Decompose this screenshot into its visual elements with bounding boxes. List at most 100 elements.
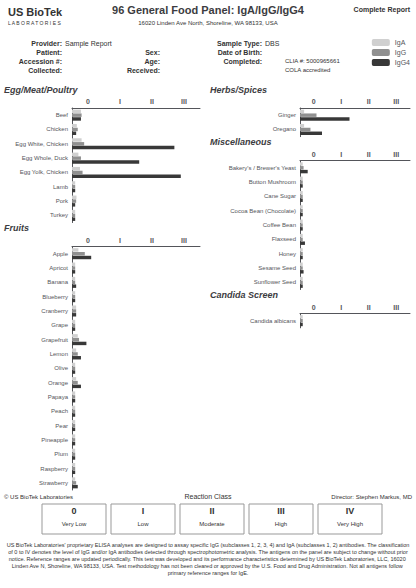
svg-text:notice. Reference ranges are u: notice. Reference ranges are updated per… bbox=[9, 556, 407, 562]
svg-text:Reaction Class: Reaction Class bbox=[184, 493, 232, 500]
svg-text:I: I bbox=[340, 98, 342, 105]
svg-text:Age:: Age: bbox=[144, 58, 160, 66]
svg-text:Sesame Seed: Sesame Seed bbox=[258, 265, 296, 271]
svg-text:Ginger: Ginger bbox=[278, 112, 296, 118]
svg-text:Bakery's / Brewer's Yeast: Bakery's / Brewer's Yeast bbox=[229, 165, 297, 171]
svg-text:Cane Sugar: Cane Sugar bbox=[264, 193, 296, 199]
svg-text:Very High: Very High bbox=[337, 521, 363, 527]
svg-text:US BioTek: US BioTek bbox=[8, 6, 63, 18]
svg-text:© US BioTek Laboratories: © US BioTek Laboratories bbox=[4, 494, 73, 500]
svg-text:Candida Screen: Candida Screen bbox=[210, 290, 279, 300]
svg-text:III: III bbox=[393, 98, 399, 105]
svg-text:primary reference ranges for I: primary reference ranges for IgE. bbox=[168, 570, 249, 576]
svg-text:Egg Whole, Duck: Egg Whole, Duck bbox=[22, 155, 69, 161]
svg-text:I: I bbox=[340, 151, 342, 158]
svg-text:96 General Food Panel: IgA/IgG: 96 General Food Panel: IgA/IgG/IgG4 bbox=[112, 4, 305, 16]
svg-text:Received:: Received: bbox=[127, 67, 160, 74]
svg-text:Candida albicans: Candida albicans bbox=[250, 318, 296, 324]
svg-text:Grape: Grape bbox=[51, 322, 68, 328]
svg-text:Completed:: Completed: bbox=[224, 58, 263, 66]
svg-text:Provider:: Provider: bbox=[31, 40, 62, 47]
svg-text:Sample Report: Sample Report bbox=[65, 40, 112, 48]
svg-text:Herbs/Spices: Herbs/Spices bbox=[210, 85, 267, 95]
svg-text:Complete Report: Complete Report bbox=[354, 6, 411, 14]
svg-text:I: I bbox=[340, 304, 342, 311]
svg-text:II: II bbox=[150, 237, 154, 244]
svg-text:I: I bbox=[119, 237, 121, 244]
svg-text:Miscellaneous: Miscellaneous bbox=[210, 137, 272, 147]
svg-text:Cocoa Bean (Chocolate): Cocoa Bean (Chocolate) bbox=[230, 208, 296, 214]
svg-text:Fruits: Fruits bbox=[4, 223, 29, 233]
svg-text:II: II bbox=[367, 151, 371, 158]
svg-text:Lamb: Lamb bbox=[53, 184, 69, 190]
svg-text:I: I bbox=[119, 98, 121, 105]
svg-text:Lemon: Lemon bbox=[50, 351, 68, 357]
svg-text:Date of Birth:: Date of Birth: bbox=[218, 49, 262, 56]
svg-text:II: II bbox=[367, 304, 371, 311]
svg-text:I: I bbox=[142, 506, 145, 516]
svg-text:Patient:: Patient: bbox=[36, 49, 62, 56]
svg-text:0: 0 bbox=[71, 506, 76, 516]
svg-text:Sunflower Seed: Sunflower Seed bbox=[254, 279, 296, 285]
svg-text:IgA: IgA bbox=[395, 39, 406, 47]
svg-text:Oregano: Oregano bbox=[273, 126, 297, 132]
svg-text:II: II bbox=[367, 98, 371, 105]
svg-text:Apricot: Apricot bbox=[49, 265, 68, 271]
svg-text:III: III bbox=[181, 237, 187, 244]
svg-text:IgG: IgG bbox=[395, 49, 406, 57]
svg-text:Chicken: Chicken bbox=[46, 126, 68, 132]
svg-text:Accession #:: Accession #: bbox=[19, 58, 62, 65]
svg-text:Beef: Beef bbox=[56, 112, 69, 118]
svg-text:Very Low: Very Low bbox=[62, 521, 87, 527]
svg-text:Orange: Orange bbox=[48, 380, 69, 386]
svg-text:Peach: Peach bbox=[51, 408, 68, 414]
svg-text:Strawberry: Strawberry bbox=[39, 480, 68, 486]
svg-text:Banana: Banana bbox=[47, 279, 68, 285]
svg-text:Pork: Pork bbox=[56, 198, 69, 204]
svg-text:Pear: Pear bbox=[55, 423, 68, 429]
svg-text:US BioTek Laboratories' propri: US BioTek Laboratories' proprietary ELIS… bbox=[7, 542, 410, 548]
svg-text:Apple: Apple bbox=[53, 251, 69, 257]
svg-text:Linden Ave N, Shoreline, WA 98: Linden Ave N, Shoreline, WA 98133, USA. … bbox=[12, 563, 404, 569]
svg-text:III: III bbox=[181, 98, 187, 105]
svg-text:0: 0 bbox=[86, 98, 90, 105]
svg-text:Plum: Plum bbox=[54, 451, 68, 457]
svg-text:II: II bbox=[209, 506, 214, 516]
svg-text:COLA accredited: COLA accredited bbox=[285, 67, 330, 73]
svg-text:II: II bbox=[150, 98, 154, 105]
svg-text:Coffee Bean: Coffee Bean bbox=[263, 222, 296, 228]
svg-text:III: III bbox=[393, 304, 399, 311]
svg-text:Grapefruit: Grapefruit bbox=[41, 337, 68, 343]
svg-text:III: III bbox=[393, 151, 399, 158]
svg-text:0: 0 bbox=[86, 237, 90, 244]
svg-text:Button Mushroom: Button Mushroom bbox=[249, 179, 296, 185]
svg-text:IgG4: IgG4 bbox=[395, 59, 410, 67]
svg-text:Papaya: Papaya bbox=[48, 394, 69, 400]
svg-text:Egg Yolk, Chicken: Egg Yolk, Chicken bbox=[20, 169, 68, 175]
svg-text:IV: IV bbox=[346, 506, 355, 516]
svg-text:Cranberry: Cranberry bbox=[41, 308, 68, 314]
svg-text:Turkey: Turkey bbox=[50, 212, 68, 218]
svg-text:Sample Type:: Sample Type: bbox=[217, 40, 262, 48]
svg-text:Honey: Honey bbox=[279, 251, 296, 257]
svg-text:DBS: DBS bbox=[265, 40, 280, 47]
svg-text:CLIA #: 5000965661: CLIA #: 5000965661 bbox=[285, 58, 340, 64]
svg-text:Moderate: Moderate bbox=[199, 521, 225, 527]
svg-text:Blueberry: Blueberry bbox=[42, 294, 68, 300]
svg-text:Raspberry: Raspberry bbox=[40, 466, 68, 472]
svg-text:0: 0 bbox=[312, 304, 316, 311]
svg-text:of 0 to IV denotes the level o: of 0 to IV denotes the level of IgG and/… bbox=[7, 549, 410, 555]
svg-text:Olive: Olive bbox=[54, 365, 68, 371]
svg-text:Director: Stephen Markus, MD: Director: Stephen Markus, MD bbox=[331, 494, 412, 500]
svg-text:16020 Linden Ave North, Shorel: 16020 Linden Ave North, Shoreline, WA 98… bbox=[138, 20, 277, 26]
svg-text:III: III bbox=[277, 506, 285, 516]
svg-text:0: 0 bbox=[312, 151, 316, 158]
svg-text:Sex:: Sex: bbox=[145, 49, 160, 56]
svg-text:Collected:: Collected: bbox=[28, 67, 62, 74]
svg-text:Low: Low bbox=[137, 521, 149, 527]
svg-text:Egg/Meat/Poultry: Egg/Meat/Poultry bbox=[4, 85, 79, 95]
svg-text:High: High bbox=[275, 521, 287, 527]
svg-text:Flaxseed: Flaxseed bbox=[272, 236, 296, 242]
svg-text:Pineapple: Pineapple bbox=[41, 437, 68, 443]
svg-text:Egg White, Chicken: Egg White, Chicken bbox=[15, 141, 68, 147]
